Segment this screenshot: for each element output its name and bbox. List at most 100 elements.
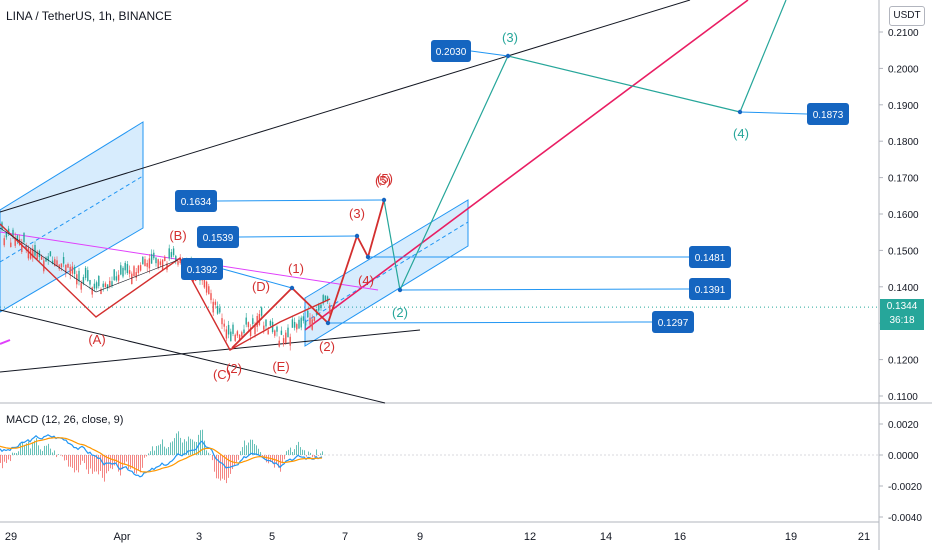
macd-histogram-bar bbox=[4, 455, 5, 462]
candle-body bbox=[309, 317, 311, 325]
candle-body bbox=[243, 329, 245, 334]
candle-body bbox=[67, 263, 69, 268]
macd-histogram-bar bbox=[46, 445, 47, 455]
candle-body bbox=[157, 259, 159, 268]
candle-body bbox=[56, 260, 58, 267]
candle-body bbox=[104, 283, 107, 288]
currency-button[interactable]: USDT bbox=[889, 6, 925, 26]
macd-histogram-bar bbox=[158, 445, 159, 455]
macd-histogram-bar bbox=[174, 438, 175, 455]
macd-histogram-bar bbox=[280, 455, 281, 472]
candle-body bbox=[153, 252, 155, 259]
candle-body bbox=[139, 265, 142, 271]
chart-title: LINA / TetherUS, 1h, BINANCE bbox=[6, 9, 172, 23]
candle-body bbox=[144, 259, 146, 267]
price-label-text: 0.2030 bbox=[436, 47, 467, 58]
time-tick-label: Apr bbox=[113, 531, 130, 543]
candle-body bbox=[49, 251, 52, 257]
candle-body bbox=[280, 330, 283, 335]
macd-histogram-bar bbox=[150, 451, 151, 455]
macd-histogram-bar bbox=[60, 455, 61, 456]
candle-body bbox=[329, 305, 331, 314]
macd-histogram-bar bbox=[180, 437, 181, 455]
candle-body bbox=[230, 331, 232, 342]
candle-body bbox=[276, 326, 278, 332]
candle-body bbox=[289, 336, 291, 346]
wave-abcde-red bbox=[0, 223, 331, 351]
macd-histogram-bar bbox=[204, 440, 205, 455]
macd-histogram-bar bbox=[162, 439, 163, 455]
price-label-box bbox=[175, 190, 217, 212]
macd-histogram-bar bbox=[298, 441, 299, 455]
candle-body bbox=[320, 304, 322, 309]
macd-histogram-bar bbox=[286, 451, 287, 455]
candle-body bbox=[71, 266, 74, 274]
candle-body bbox=[84, 267, 87, 278]
macd-histogram-bar bbox=[48, 443, 49, 455]
macd-histogram-bar bbox=[130, 455, 131, 470]
candle-body bbox=[18, 239, 21, 245]
candle-body bbox=[326, 296, 329, 302]
candle-body bbox=[115, 276, 118, 281]
price-label-box bbox=[431, 40, 471, 62]
macd-histogram-bar bbox=[194, 441, 195, 455]
macd-histogram-bar bbox=[32, 442, 33, 455]
candle-body bbox=[95, 282, 98, 289]
candle-body bbox=[69, 266, 71, 275]
wave-label-red: (5) bbox=[377, 171, 393, 186]
candle-body bbox=[313, 316, 316, 321]
candle-body bbox=[238, 334, 241, 341]
candle-body bbox=[260, 307, 263, 316]
macd-histogram-bar bbox=[88, 455, 89, 474]
candle-body bbox=[212, 301, 214, 313]
candle-body bbox=[241, 332, 243, 337]
candle-body bbox=[219, 308, 221, 313]
macd-histogram-bar bbox=[262, 455, 263, 457]
macd-histogram-bar bbox=[68, 455, 69, 467]
macd-histogram-bar bbox=[166, 448, 167, 455]
candle-body bbox=[40, 256, 43, 260]
macd-histogram-bar bbox=[304, 450, 305, 455]
wave-label-red: (2) bbox=[226, 361, 242, 376]
price-label-anchor bbox=[354, 233, 360, 239]
candle-body bbox=[128, 270, 131, 274]
candle-body bbox=[36, 251, 38, 260]
candle-body bbox=[274, 330, 276, 336]
macd-histogram-bar bbox=[122, 455, 123, 470]
macd-histogram-bar bbox=[300, 447, 301, 455]
macd-histogram-bar bbox=[64, 455, 65, 461]
price-label-connector bbox=[399, 288, 690, 291]
macd-histogram-bar bbox=[128, 455, 129, 469]
macd-histogram-bar bbox=[184, 439, 185, 455]
macd-histogram-bar bbox=[86, 455, 87, 470]
candle-body bbox=[302, 316, 305, 321]
price-label-connector bbox=[327, 321, 653, 324]
candle-body bbox=[236, 331, 239, 336]
time-tick-label: 16 bbox=[674, 531, 686, 543]
wave-label-red: (4) bbox=[358, 273, 374, 288]
macd-histogram-bar bbox=[44, 445, 45, 455]
candle-body bbox=[296, 324, 298, 330]
macd-histogram-bar bbox=[178, 431, 179, 455]
macd-histogram-bar bbox=[94, 455, 95, 472]
macd-histogram-bar bbox=[226, 455, 227, 484]
macd-histogram-bar bbox=[238, 455, 239, 460]
macd-histogram-bar bbox=[72, 455, 73, 468]
macd-histogram-bar bbox=[188, 436, 189, 455]
macd-histogram-bar bbox=[116, 455, 117, 464]
price-label-text: 0.1297 bbox=[658, 318, 689, 329]
candle-body bbox=[161, 259, 164, 271]
candle-body bbox=[51, 260, 54, 264]
macd-histogram-bar bbox=[76, 455, 77, 471]
candle-body bbox=[205, 281, 208, 293]
macd-histogram-bar bbox=[260, 452, 261, 455]
macd-histogram-bar bbox=[176, 433, 177, 455]
price-label-connector bbox=[739, 111, 808, 115]
macd-histogram-bar bbox=[30, 448, 31, 455]
lower-descending-line bbox=[0, 309, 386, 404]
price-label-box bbox=[807, 103, 849, 125]
macd-tick-label: 0.0000 bbox=[888, 451, 919, 462]
macd-histogram-bar bbox=[62, 455, 63, 457]
